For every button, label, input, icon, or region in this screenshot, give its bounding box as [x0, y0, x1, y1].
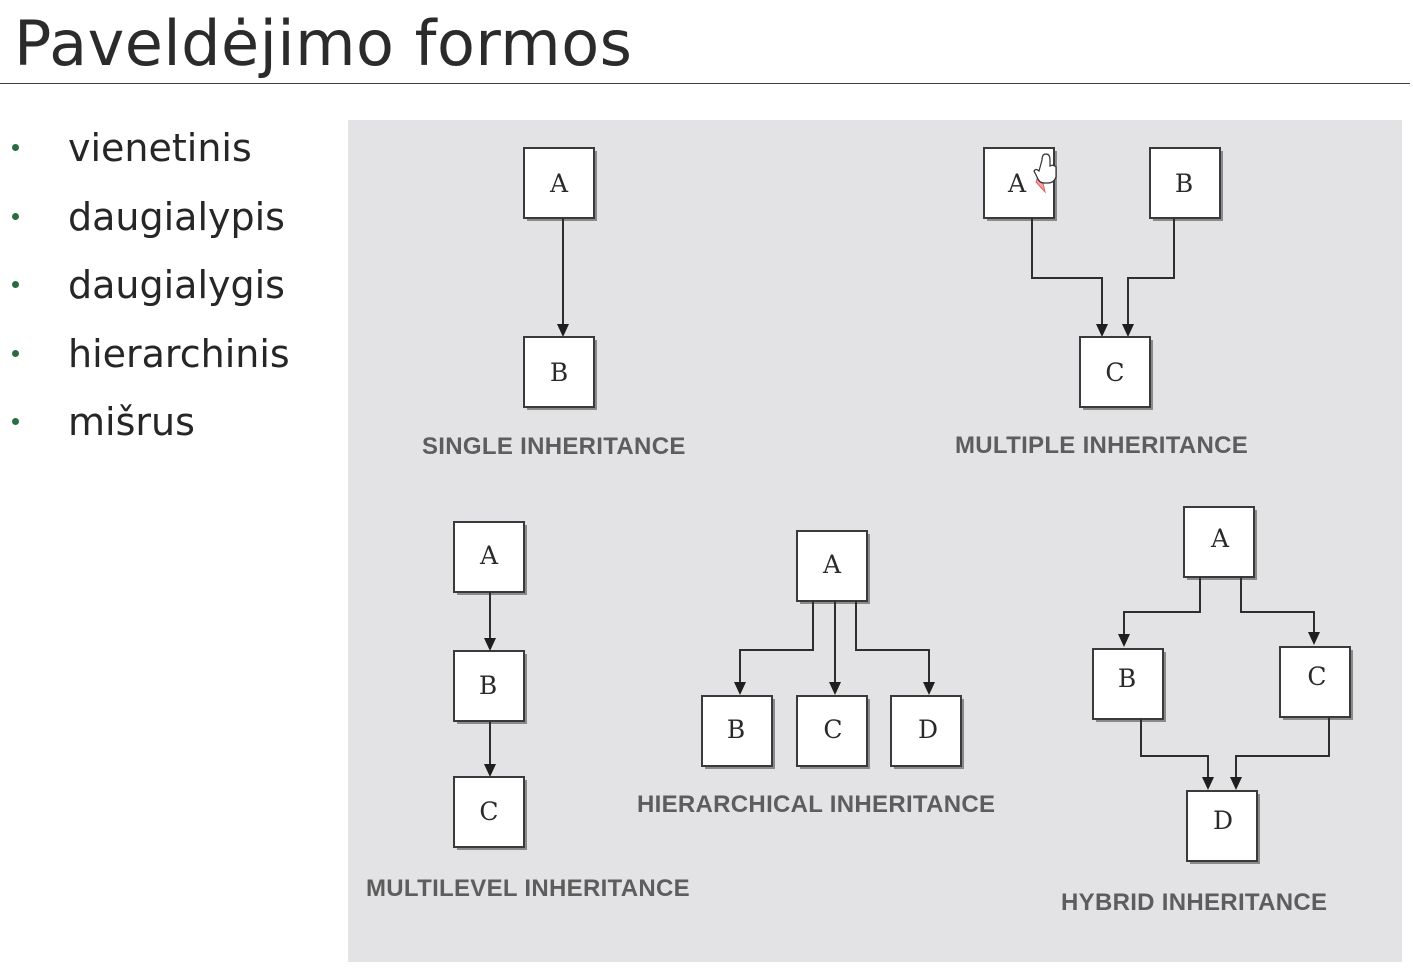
- arrowhead-icon: [484, 764, 496, 777]
- hybrid-box-d: D: [1186, 790, 1260, 864]
- single-inheritance: A B SINGLE INHERITANCE: [422, 147, 686, 460]
- hybrid-inheritance: A B C D HYB: [1061, 506, 1353, 916]
- arrowhead-icon: [1096, 324, 1108, 337]
- bullet-text: daugialypis: [68, 194, 285, 239]
- hierarchical-box-c-label: C: [823, 715, 842, 744]
- hybrid-box-a-label: A: [1210, 524, 1230, 553]
- single-box-b-label: B: [550, 358, 568, 387]
- hybrid-box-d-label: D: [1213, 806, 1233, 835]
- arrowhead-icon: [1202, 777, 1214, 790]
- multiple-connector-b: [1127, 218, 1175, 325]
- bullet-icon: [12, 212, 19, 220]
- multiple-connector-a: [1031, 218, 1103, 325]
- multiple-inheritance: A B C MULTIPLE INHERITANCE: [955, 147, 1248, 459]
- multiple-caption: MULTIPLE INHERITANCE: [955, 432, 1248, 459]
- single-box-a-label: A: [549, 169, 569, 198]
- multilevel-caption: MULTILEVEL INHERITANCE: [366, 875, 690, 902]
- multilevel-box-a: A: [453, 521, 527, 595]
- arrowhead-icon: [734, 682, 746, 695]
- inheritance-diagram-svg: A B SINGLE INHERITANCE A B: [366, 147, 1353, 916]
- arrowhead-icon: [1118, 634, 1130, 647]
- single-box-a: A: [523, 147, 597, 221]
- multiple-box-b: B: [1149, 147, 1223, 221]
- hierarchical-box-a: A: [796, 530, 870, 604]
- arrowhead-icon: [1308, 632, 1320, 645]
- hierarchical-box-d-label: D: [918, 715, 938, 744]
- bullet-item: vienetinis: [0, 118, 290, 187]
- arrowhead-icon: [484, 638, 496, 651]
- title-divider: [0, 83, 1410, 84]
- hierarchical-inheritance: A B C D HIERARCHICAL INHE: [637, 530, 995, 818]
- hybrid-box-b-label: B: [1118, 664, 1136, 693]
- multilevel-box-c-label: C: [479, 797, 498, 826]
- hybrid-connector-bd: [1140, 719, 1209, 778]
- hierarchical-box-b: B: [701, 695, 775, 769]
- arrowhead-icon: [1122, 324, 1134, 337]
- hybrid-caption: HYBRID INHERITANCE: [1061, 889, 1327, 916]
- hybrid-box-c-label: C: [1307, 662, 1326, 691]
- bullet-icon: [12, 144, 19, 151]
- inheritance-diagram: A B SINGLE INHERITANCE A B: [348, 120, 1402, 962]
- single-box-b: B: [523, 336, 597, 410]
- multilevel-box-b-label: B: [479, 671, 497, 700]
- hierarchical-caption: HIERARCHICAL INHERITANCE: [637, 791, 995, 818]
- hybrid-box-b: B: [1092, 648, 1166, 722]
- single-caption: SINGLE INHERITANCE: [422, 433, 686, 460]
- bullet-item: mišrus: [0, 392, 290, 461]
- hierarchical-box-c: C: [796, 695, 870, 769]
- multilevel-box-a-label: A: [479, 541, 499, 570]
- multilevel-inheritance: A B C MULTILEVEL INHERITANCE: [366, 521, 690, 902]
- hybrid-connector-ac: [1240, 577, 1315, 633]
- hierarchical-box-d: D: [890, 695, 964, 769]
- bullet-text: vienetinis: [68, 126, 252, 170]
- arrowhead-icon: [1230, 777, 1242, 790]
- hierarchical-box-b-label: B: [727, 715, 745, 744]
- bullet-text: daugialygis: [68, 263, 285, 307]
- bullet-text: hierarchinis: [68, 331, 290, 376]
- multiple-box-c: C: [1079, 336, 1153, 410]
- hybrid-connector-cd: [1235, 717, 1330, 778]
- arrowhead-icon: [923, 682, 935, 695]
- bullet-item: daugialygis: [0, 255, 290, 324]
- multiple-box-b-label: B: [1175, 169, 1193, 198]
- bullet-icon: [12, 418, 19, 425]
- bullet-list: vienetinis daugialypis daugialygis hiera…: [0, 118, 290, 461]
- hybrid-box-c: C: [1279, 646, 1353, 720]
- multilevel-box-b: B: [453, 650, 527, 724]
- bullet-icon: [12, 281, 19, 288]
- bullet-item: hierarchinis: [0, 324, 290, 393]
- slide-title: Paveldėjimo formos: [14, 7, 633, 80]
- arrowhead-icon: [557, 324, 569, 337]
- bullet-icon: [12, 349, 19, 357]
- multilevel-box-c: C: [453, 776, 527, 850]
- multiple-box-c-label: C: [1105, 358, 1124, 387]
- hierarchical-connector-d: [855, 601, 930, 683]
- arrowhead-icon: [829, 682, 841, 695]
- multiple-box-a-label: A: [1007, 169, 1027, 198]
- hierarchical-box-a-label: A: [822, 550, 842, 579]
- bullet-text: mišrus: [68, 400, 195, 444]
- hybrid-connector-ab: [1123, 577, 1201, 635]
- hand-cursor-icon: [1033, 153, 1057, 194]
- hybrid-box-a: A: [1183, 506, 1257, 580]
- hierarchical-connector-b: [739, 601, 814, 683]
- bullet-item: daugialypis: [0, 187, 290, 256]
